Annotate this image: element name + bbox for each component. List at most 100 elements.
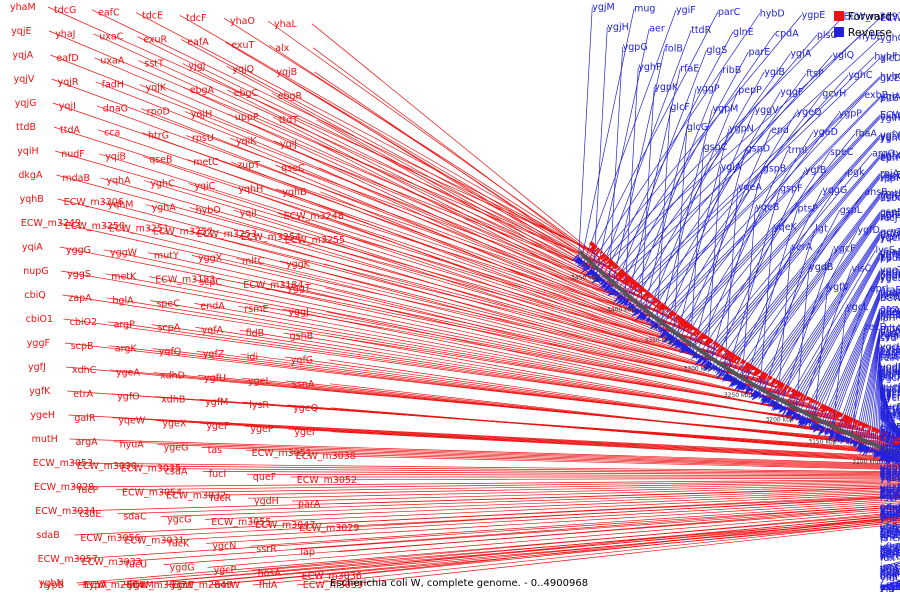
forward-gene-label: cbiO2 [70, 317, 97, 328]
forward-gene-label: yhaJ [55, 29, 75, 40]
forward-swatch [834, 11, 844, 21]
reverse-gene-label: ygiA [721, 162, 742, 173]
forward-gene-label: metK [111, 272, 137, 283]
reverse-gene-label-leader [578, 7, 592, 264]
reverse-gene-label: yggV [755, 105, 780, 116]
forward-gene-label: argA [76, 437, 99, 448]
forward-gene-label: speC [156, 298, 180, 309]
forward-gene-label: yggW [110, 248, 138, 259]
reverse-gene-label: glcE [880, 73, 900, 84]
kbp-tick-label: 3300 kbp [683, 365, 711, 372]
forward-gene-label: ygcN [212, 541, 236, 552]
forward-gene-label: ygeH [30, 410, 55, 421]
forward-gene-label: ygdG [170, 562, 195, 573]
reverse-gene-label: trmI [788, 145, 808, 156]
reverse-gene-label: ygfD [858, 225, 880, 236]
forward-gene-label: qseB [149, 154, 172, 165]
reverse-gene-label: gcvH [822, 88, 846, 99]
forward-gene-label: fucR [210, 493, 232, 504]
forward-gene-label: rpsU [192, 133, 214, 144]
reverse-gene-label: yghP [638, 62, 662, 73]
forward-gene-label: zupT [237, 160, 260, 171]
forward-gene-label: mltC [242, 256, 265, 267]
forward-gene-label: ebgC [234, 88, 259, 99]
reverse-gene-label: ygcF [833, 244, 855, 255]
forward-gene-label: cbiO1 [26, 314, 53, 325]
forward-gene-label: yqjH [191, 109, 212, 120]
forward-gene-label: uppP [235, 112, 259, 123]
kbp-tick-label: 3250 kbp [724, 392, 752, 399]
forward-gene-label: yqjB [276, 67, 297, 78]
forward-gene-label: ygdH [254, 496, 279, 507]
legend-forward-label: Forward [848, 10, 892, 23]
reverse-gene-label: parC [718, 7, 741, 18]
reverse-gene-label: recJ [880, 213, 898, 224]
reverse-gene-label: cpdA [775, 28, 799, 39]
reverse-gene-label: yqgG [822, 185, 847, 196]
forward-gene-label: ygcG [167, 514, 191, 525]
forward-gene-label: yggK [286, 259, 311, 270]
reverse-gene-label: ygiQ [832, 50, 854, 61]
forward-gene-label: idi [247, 352, 258, 363]
forward-gene-label: yghA [152, 202, 177, 213]
forward-gene-label: lysR [249, 400, 269, 411]
forward-gene-label-leader [335, 478, 900, 480]
forward-gene-label: yqiB [105, 152, 126, 163]
reverse-swatch [834, 27, 844, 37]
forward-gene-label: etrA [73, 389, 93, 400]
forward-gene-label: xdhD [160, 370, 185, 381]
reverse-gene-label: ygpE [802, 10, 826, 21]
forward-gene-label: yqfG [291, 355, 313, 366]
reverse-gene-label: glnE [733, 27, 754, 38]
forward-gene-label: yhaM [10, 2, 36, 13]
reverse-gene-label: yqeI [880, 233, 900, 244]
forward-gene-label: yghB [282, 187, 306, 198]
forward-gene-label: exuT [231, 40, 254, 51]
forward-gene-label: uxaA [100, 56, 124, 67]
forward-gene-label: eafA [187, 37, 209, 48]
reverse-gene-label: visC [851, 264, 871, 275]
reverse-gene-label: dsbC [880, 193, 900, 204]
legend-reverse-label: Reverse [848, 26, 892, 39]
forward-gene-label: ygfJ [28, 362, 46, 373]
reverse-gene-label: ygaD [813, 127, 838, 138]
forward-gene-label: yqhA [106, 176, 131, 187]
forward-gene-label: ygeA [116, 368, 140, 379]
reverse-gene-label: yggP [696, 84, 720, 95]
reverse-gene-label: ygiH [880, 113, 900, 124]
forward-gene-label: yqhH [238, 184, 263, 195]
forward-gene-label: fhlA [259, 580, 278, 591]
forward-gene-label: ygfM [205, 397, 228, 408]
forward-gene-label: yggT [287, 283, 311, 294]
forward-gene-label: qseC [281, 163, 305, 174]
forward-gene-label: yggF [27, 338, 50, 349]
forward-gene-label: argK [115, 344, 138, 355]
reverse-gene-label: gspF [780, 184, 802, 195]
reverse-gene-label: ygjM [592, 2, 615, 13]
forward-gene-label: yqjV [14, 74, 35, 85]
reverse-gene-label: speC [830, 147, 854, 158]
reverse-gene-label: ygpG [623, 42, 648, 53]
forward-gene-label: scpC [199, 277, 222, 288]
kbp-tick-label: 3400 kbp [607, 307, 635, 314]
reverse-gene-label: ygiF [676, 5, 696, 16]
forward-gene-label: ygfO [117, 392, 139, 403]
forward-gene-label: nudF [61, 149, 85, 160]
reverse-gene-label: glcF [670, 102, 689, 113]
forward-gene-label: yqiA [22, 242, 43, 253]
reverse-gene-label: epd [771, 125, 789, 136]
forward-gene-label: iap [300, 547, 315, 558]
reverse-gene-label: ygpM [712, 104, 738, 115]
forward-gene-label: yghC [150, 178, 175, 189]
kbp-tick-label: 3150 kbp [808, 439, 836, 446]
forward-gene-label: fucP [78, 485, 99, 496]
reverse-gene-label: ygpP [839, 108, 863, 119]
reverse-gene-label: gspD [746, 144, 770, 155]
forward-gene-label: yqiH [17, 146, 38, 157]
reverse-gene-label: ptsP [798, 204, 819, 215]
reverse-gene-label: ygdB [809, 262, 833, 273]
legend-reverse: Reverse [834, 24, 892, 40]
reverse-gene-label-leader [624, 67, 638, 305]
forward-gene-label: fucK [168, 538, 190, 549]
